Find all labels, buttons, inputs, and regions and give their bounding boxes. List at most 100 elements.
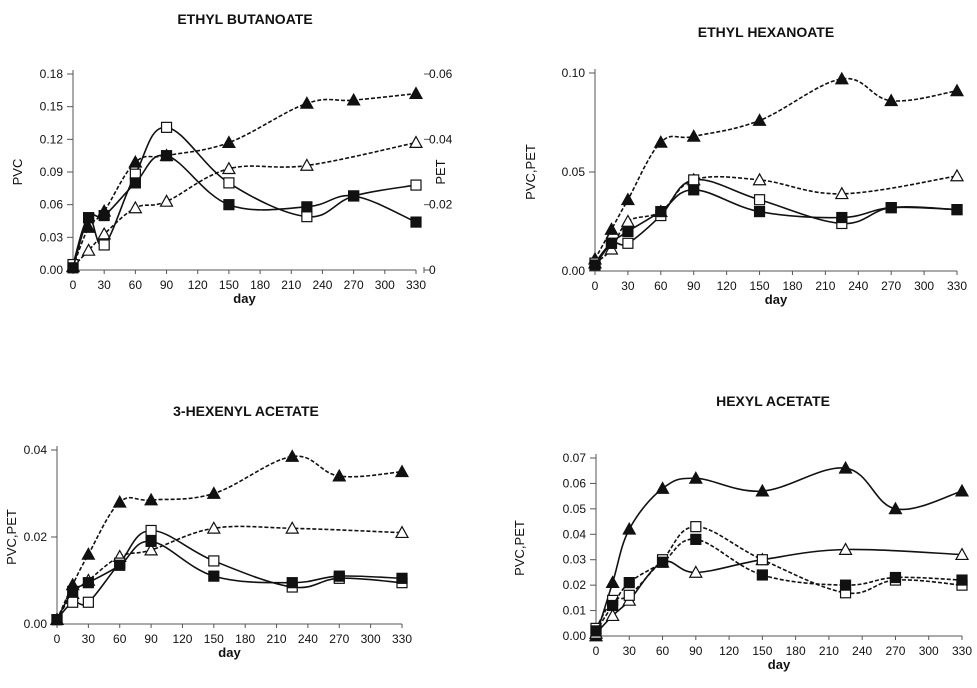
- x-tick-label: 210: [815, 279, 835, 293]
- series-line: [56, 525, 403, 621]
- data-point: [688, 174, 700, 186]
- data-point: [128, 200, 143, 214]
- data-point: [285, 449, 300, 462]
- y-tick-label: 0.00: [24, 617, 48, 631]
- data-point: [408, 135, 424, 148]
- y-tick-label: 0.06: [563, 476, 587, 490]
- data-point: [208, 570, 220, 582]
- data-point: [81, 243, 96, 256]
- data-point: [299, 96, 314, 109]
- data-point: [286, 577, 298, 589]
- x-axis-label: day: [768, 657, 791, 672]
- x-tick-label: 150: [752, 644, 772, 658]
- data-point: [951, 204, 963, 216]
- data-point: [753, 206, 766, 218]
- chart-title: ETHYL HEXANOATE: [698, 24, 834, 40]
- series-line: [72, 154, 417, 269]
- data-point: [755, 483, 770, 497]
- data-point: [301, 211, 313, 223]
- x-tick-label: 90: [144, 632, 158, 646]
- x-tick-label: 90: [687, 279, 701, 293]
- x-axis-label: day: [233, 291, 256, 306]
- data-point: [82, 212, 95, 224]
- data-point: [394, 525, 410, 539]
- y2-tick-label: 0.02: [429, 198, 453, 212]
- data-point: [838, 542, 853, 555]
- data-point: [834, 71, 849, 85]
- x-tick-label: 30: [623, 644, 637, 658]
- data-point: [653, 135, 668, 148]
- data-point: [206, 521, 221, 534]
- series-line: [72, 126, 417, 265]
- y-axis-label: PVC,PET: [512, 520, 527, 576]
- data-point: [223, 177, 235, 189]
- x-tick-label: 210: [281, 278, 301, 292]
- x-tick-label: 300: [919, 644, 939, 658]
- x-tick-label: 60: [113, 632, 127, 646]
- series-4: [590, 533, 968, 637]
- x-tick-label: 240: [312, 278, 332, 292]
- y-tick-label: 0.12: [40, 132, 64, 146]
- series-4: [67, 150, 422, 274]
- x-tick-label: 0: [592, 279, 599, 293]
- y2-axis-label: PET: [433, 159, 448, 184]
- data-point: [949, 83, 965, 97]
- x-tick-label: 0: [593, 644, 600, 658]
- x-tick-label: 120: [188, 278, 208, 292]
- x-tick-label: 300: [375, 278, 395, 292]
- data-point: [753, 194, 766, 206]
- chart-4: HEXYL ACETATE 0 30 60 90 120 150 180 210 240 270 30…: [512, 393, 972, 672]
- data-point: [752, 172, 767, 186]
- x-tick-label: 270: [885, 644, 905, 658]
- y-tick-label: 0.00: [563, 629, 587, 643]
- y-tick-label: 0.04: [563, 527, 587, 541]
- x-tick-label: 0: [54, 632, 61, 646]
- data-point: [81, 547, 96, 560]
- x-axis-label: day: [218, 645, 241, 660]
- data-point: [756, 569, 768, 581]
- data-point: [223, 199, 235, 211]
- data-point: [834, 186, 849, 200]
- data-point: [82, 577, 94, 589]
- x-tick-label: 120: [719, 644, 739, 658]
- data-point: [949, 168, 965, 182]
- x-tick-label: 330: [952, 644, 972, 658]
- data-point: [589, 259, 601, 271]
- data-point: [332, 468, 347, 482]
- series-line: [594, 77, 958, 260]
- x-tick-label: 300: [914, 279, 934, 293]
- y2-tick-label: 0.06: [429, 67, 453, 81]
- x-tick-label: 240: [852, 644, 872, 658]
- y-tick-label: 0.10: [562, 66, 586, 80]
- data-point: [607, 599, 619, 612]
- series-1: [587, 71, 965, 265]
- data-point: [605, 608, 620, 622]
- x-tick-label: 30: [98, 278, 112, 292]
- data-point: [620, 192, 635, 206]
- series-1: [588, 460, 970, 642]
- x-tick-label: 300: [361, 632, 381, 646]
- x-tick-label: 90: [160, 278, 174, 292]
- data-point: [622, 225, 634, 237]
- data-point: [954, 483, 970, 497]
- data-point: [620, 214, 635, 227]
- data-point: [604, 222, 619, 235]
- series-line: [595, 467, 963, 637]
- data-point: [221, 161, 236, 175]
- series-1: [65, 86, 424, 273]
- x-tick-label: 60: [656, 644, 670, 658]
- x-tick-label: 240: [298, 632, 318, 646]
- y-tick-label: 0.02: [24, 530, 48, 544]
- x-tick-label: 270: [329, 632, 349, 646]
- y-tick-label: 0.05: [562, 165, 586, 179]
- x-tick-label: 180: [250, 278, 270, 292]
- y-tick-label: 0.06: [40, 198, 64, 212]
- data-point: [348, 190, 360, 202]
- x-tick-label: 30: [82, 632, 96, 646]
- data-point: [221, 135, 236, 148]
- data-point: [686, 129, 701, 142]
- chart-2: ETHYL HEXANOATE 0 30 60 90 120 150 180 210 240 270…: [523, 24, 967, 307]
- series-2: [65, 135, 424, 273]
- x-tick-label: 270: [344, 278, 364, 292]
